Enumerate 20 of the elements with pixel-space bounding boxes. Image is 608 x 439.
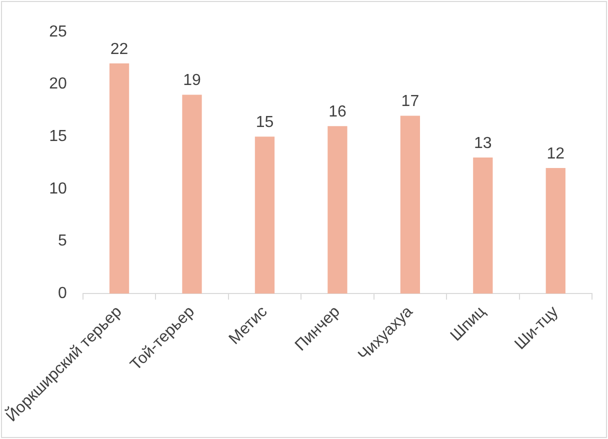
bar xyxy=(546,168,566,294)
bar xyxy=(328,126,348,294)
data-label: 13 xyxy=(474,134,492,152)
y-tick-label: 15 xyxy=(49,128,68,146)
data-label: 22 xyxy=(110,40,128,58)
y-tick-label: 25 xyxy=(49,23,68,40)
bar xyxy=(400,116,420,294)
data-label: 16 xyxy=(328,104,346,121)
y-tick-label: 20 xyxy=(49,76,68,93)
data-label: 15 xyxy=(256,114,274,132)
bar xyxy=(109,63,130,294)
data-label: 12 xyxy=(546,145,565,162)
bar xyxy=(254,136,275,294)
bar xyxy=(182,94,202,294)
data-label: 17 xyxy=(401,93,420,110)
y-tick-label: 5 xyxy=(58,232,68,250)
y-tick-label: 10 xyxy=(49,180,68,198)
y-tick-label: 0 xyxy=(58,284,68,302)
data-label: 19 xyxy=(183,72,201,90)
bar xyxy=(473,158,493,294)
